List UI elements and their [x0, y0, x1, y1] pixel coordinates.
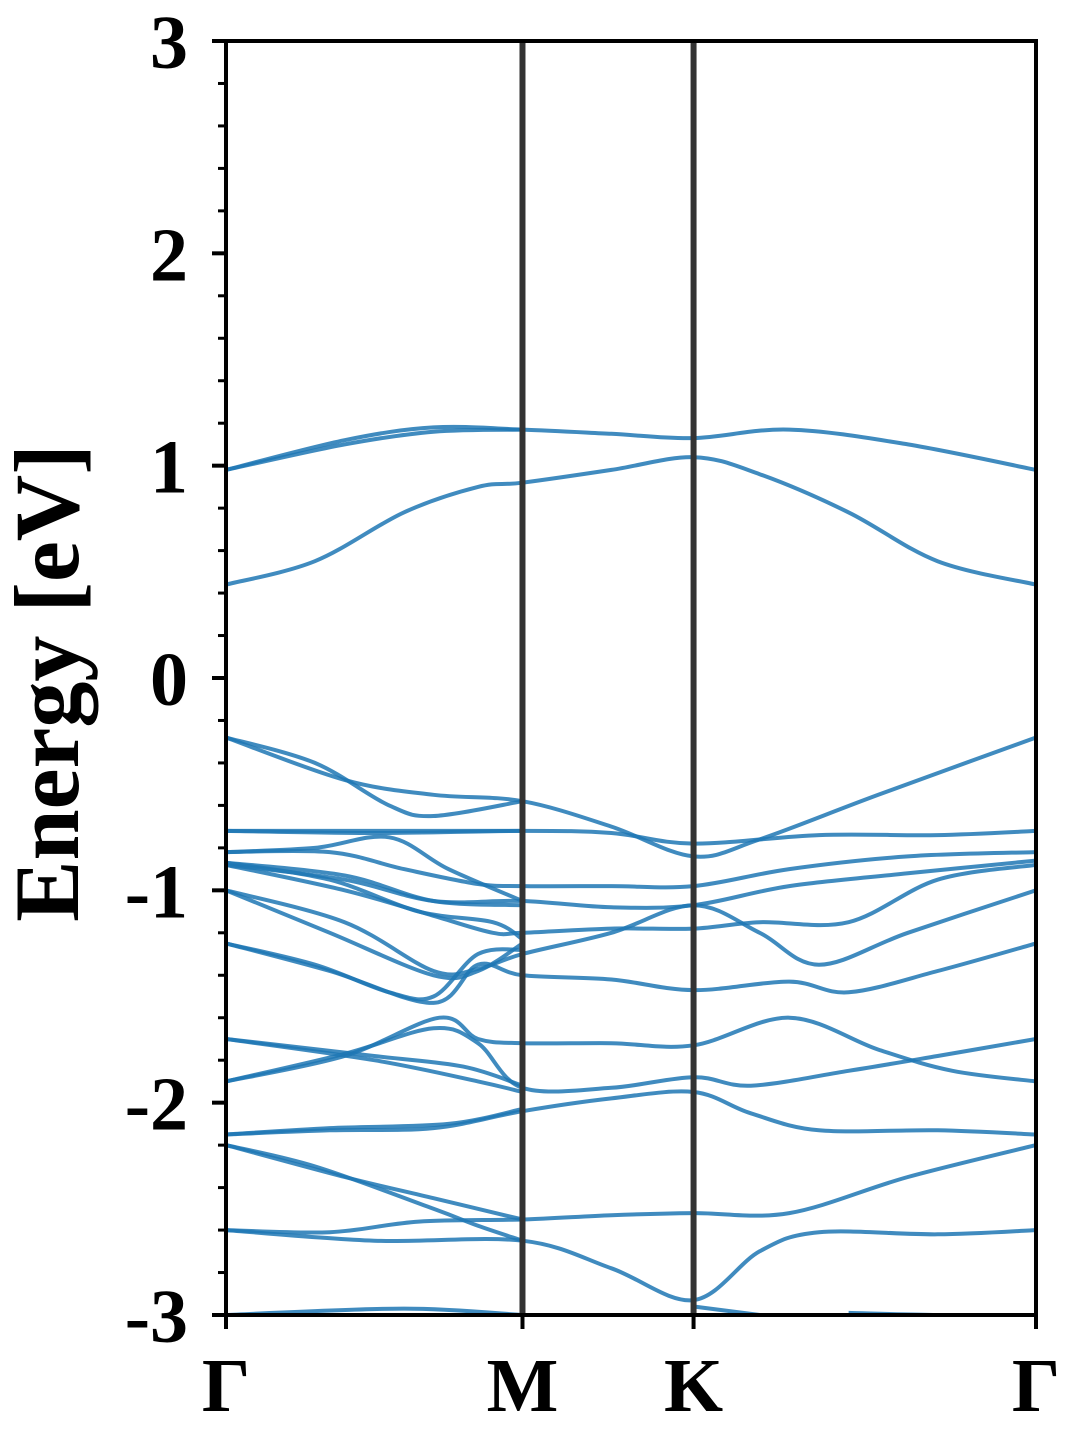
band-line-28: [226, 455, 1036, 587]
band-line-26: [226, 735, 1036, 859]
band-line-9: [226, 1107, 523, 1137]
band-line-16: [226, 888, 1036, 977]
y-axis: 3 2 1 0 -1 -2 -3: [125, 1, 226, 1359]
plot-frame: [224, 39, 1038, 1317]
band-line-17: [226, 888, 524, 981]
x-tick-label-4: Γ: [1012, 1344, 1060, 1428]
y-axis-label: Energy [eV]: [0, 444, 98, 922]
band-line-29: [226, 424, 1036, 472]
band-line-23: [226, 834, 524, 903]
y-tick-label: -1: [125, 850, 188, 934]
band-line-4: [226, 1228, 1036, 1303]
band-line-11: [226, 1015, 1036, 1084]
y-tick-label: 3: [150, 1, 188, 85]
band-line-5: [226, 1143, 1036, 1235]
high-symmetry-lines: [519, 41, 697, 1315]
band-line-7: [226, 1143, 523, 1222]
y-tick-label: -3: [125, 1275, 188, 1359]
y-tick-label: 1: [150, 426, 188, 510]
band-line-6: [226, 1143, 524, 1243]
band-line-19: [226, 858, 1036, 910]
band-line-22: [226, 848, 1036, 890]
band-line-15: [226, 941, 1036, 1005]
band-line-8: [226, 1089, 1036, 1137]
x-tick-label-2: M: [487, 1344, 559, 1428]
x-tick-label-1: Γ: [202, 1344, 250, 1428]
band-line-30: [226, 427, 523, 472]
band-line-21: [226, 860, 523, 908]
y-tick-label: 0: [150, 638, 188, 722]
x-tick-label-3: K: [664, 1344, 723, 1428]
y-tick-label: 2: [150, 213, 188, 297]
y-tick-label: -2: [125, 1063, 188, 1147]
band-line-13: [226, 1037, 524, 1088]
band-line-27: [226, 735, 523, 819]
bands-layer: [226, 424, 1036, 1315]
band-line-10: [226, 1026, 1036, 1094]
band-line-20: [226, 860, 524, 941]
